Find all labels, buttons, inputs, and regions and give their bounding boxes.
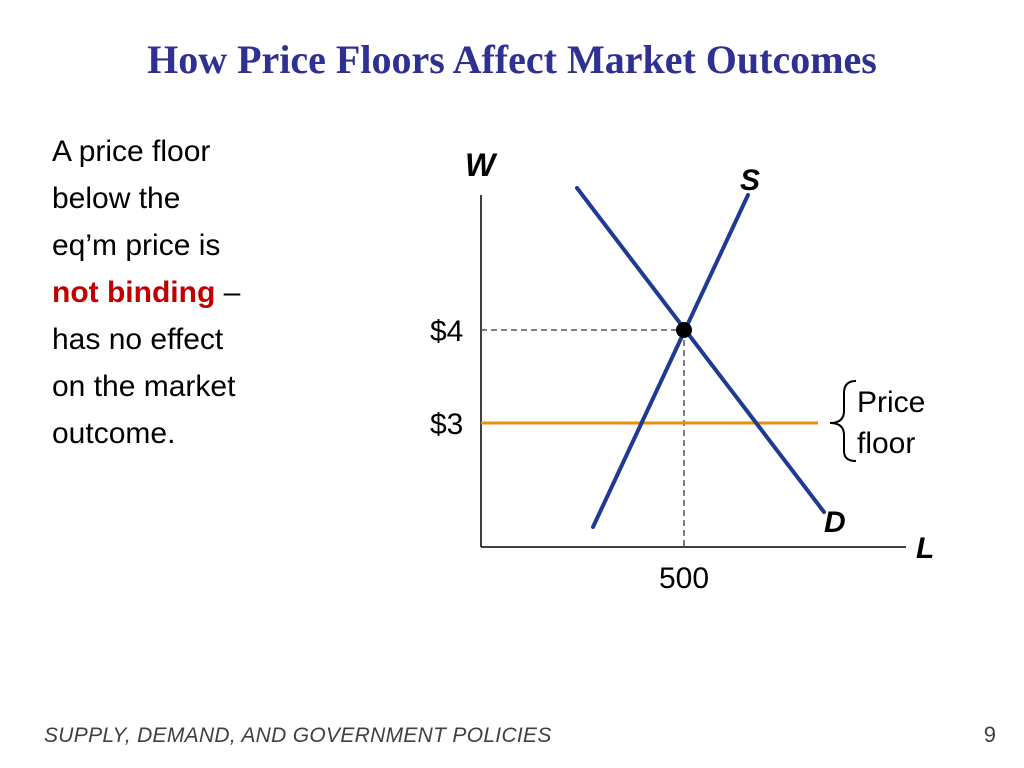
body-line: on the market	[52, 370, 236, 403]
equilibrium-price-label: $4	[430, 315, 463, 348]
supply-label: S	[740, 164, 760, 197]
body-line: below the	[52, 182, 181, 215]
not-binding-emphasis: not binding	[52, 276, 216, 309]
x-axis-label: L	[916, 532, 934, 565]
body-text: A price floor below the eq’m price is no…	[52, 128, 312, 457]
price-floor-annotation-line1: Price	[857, 386, 925, 419]
body-line: has no effect	[52, 323, 224, 356]
body-line: eq’m price is	[52, 229, 221, 262]
demand-label: D	[824, 506, 846, 539]
equilibrium-quantity-label: 500	[659, 562, 709, 595]
en-dash: –	[215, 276, 241, 309]
body-line: not binding –	[52, 269, 312, 316]
slide-title: How Price Floors Affect Market Outcomes	[147, 37, 877, 82]
footer-chapter-title: SUPPLY, DEMAND, AND GOVERNMENT POLICIES	[44, 724, 552, 747]
floor-price-label: $3	[430, 408, 463, 441]
supply-curve	[591, 193, 750, 529]
y-axis-label: W	[465, 147, 498, 183]
body-line: A price floor	[52, 135, 211, 168]
price-floor-annotation-line2: floor	[857, 427, 915, 460]
page-number: 9	[983, 722, 996, 747]
body-line: outcome.	[52, 417, 176, 450]
brace-icon	[829, 380, 857, 462]
equilibrium-point	[676, 322, 692, 338]
demand-curve	[575, 186, 826, 514]
